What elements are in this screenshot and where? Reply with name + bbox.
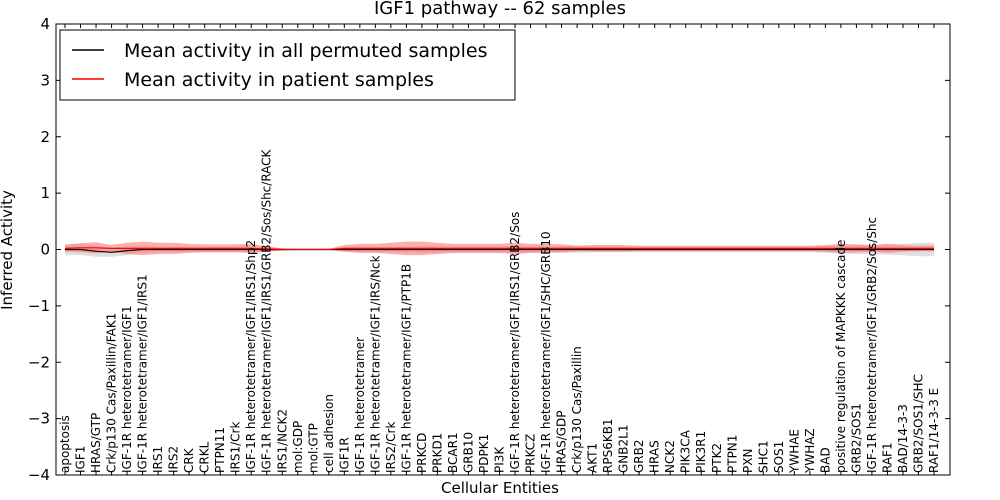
x-tick-label: IGF1	[74, 446, 88, 473]
x-tick-label: Crk/p130 Cas/Paxillin/FAK1	[105, 313, 119, 473]
x-tick-label: PDPK1	[477, 434, 491, 473]
x-tick-label: IRS1/NCK2	[275, 409, 289, 473]
x-tick-label: SOS1	[772, 441, 786, 473]
x-tick-label: IGF-1R heterotetramer/IGF1/IRS1/Shp2	[244, 240, 258, 473]
x-tick-label: IRS2	[167, 446, 181, 473]
x-tick-label: GRB10	[462, 432, 476, 473]
x-tick-label: PRKCD	[415, 433, 429, 473]
y-tick-label: 4	[40, 15, 50, 33]
x-tick-label: IGF-1R heterotetramer/IGF1	[120, 306, 134, 473]
x-tick-label: HRAS/GDP	[555, 410, 569, 473]
x-tick-label: IGF-1R heterotetramer	[353, 337, 367, 473]
y-tick-label: 0	[40, 241, 50, 259]
x-tick-label: AKT1	[586, 443, 600, 473]
y-tick-label: −4	[28, 466, 50, 484]
legend-box	[59, 29, 516, 101]
x-tick-label: PXN	[741, 449, 755, 473]
x-tick-label: PTK2	[710, 443, 724, 473]
x-tick-label: IGF-1R heterotetramer/IGF1/IRS1/GRB2/Sos…	[260, 148, 274, 473]
x-tick-label: GRB2/SOS1/SHC	[912, 374, 926, 473]
x-tick-label: SHC1	[756, 440, 770, 473]
x-tick-label: IGF-1R heterotetramer/IGF1/SHC/GRB10	[539, 231, 553, 473]
x-tick-label: positive regulation of MAPKKK cascade	[834, 240, 848, 473]
x-tick-label: GRB2	[632, 439, 646, 473]
x-tick-label: IRS2/Crk	[384, 422, 398, 473]
x-tick-label: YWHAE	[787, 429, 801, 474]
y-tick-label: −1	[28, 297, 50, 315]
x-tick-label: PRKCZ	[524, 434, 538, 473]
x-tick-label: GRB2/SOS1	[849, 403, 863, 473]
x-axis: apoptosis IGF1 HRAS/GTP Crk/p130 Cas/Paxill…	[58, 24, 941, 475]
y-axis-title: Inferred Activity	[0, 190, 16, 310]
x-tick-label: PIK3R1	[694, 431, 708, 473]
x-tick-label: YWHAZ	[803, 428, 817, 474]
x-tick-label: mol:GTP	[306, 423, 320, 473]
x-tick-label: HRAS	[648, 440, 662, 473]
x-tick-label: IRS1/Crk	[229, 422, 243, 473]
x-tick-label: IGF-1R heterotetramer/IGF1/IRS1	[136, 274, 150, 473]
x-tick-label: IGF-1R heterotetramer/IGF1/PTP1B	[399, 264, 413, 473]
x-tick-label: GNB2L1	[617, 425, 631, 473]
x-tick-label: PTPN11	[213, 427, 227, 473]
series-line-1	[65, 248, 934, 253]
x-tick-label: BAD/14-3-3	[896, 404, 910, 473]
x-tick-label: PRKD1	[430, 433, 444, 473]
x-tick-label: PIK3CA	[679, 429, 693, 473]
x-tick-label: Crk/p130 Cas/Paxillin	[570, 346, 584, 473]
x-tick-label: IGF1R	[337, 437, 351, 473]
x-tick-label: IGF-1R heterotetramer/IGF1/IRS1/GRB2/Sos	[508, 212, 522, 473]
x-tick-label: PI3K	[493, 446, 507, 473]
x-tick-label: IGF-1R heterotetramer/IGF1/GRB2/Sos/Shc	[865, 217, 879, 473]
legend: Mean activity in all permuted samples Mea…	[59, 29, 516, 101]
x-tick-label: cell adhesion	[322, 394, 336, 473]
legend-label: Mean activity in patient samples	[124, 69, 434, 91]
y-tick-label: −2	[28, 353, 50, 371]
x-tick-label: RPS6KB1	[601, 418, 615, 473]
y-tick-label: 1	[40, 184, 50, 202]
y-tick-label: 2	[40, 128, 50, 146]
x-tick-label: CRKL	[198, 441, 212, 473]
x-tick-label: BCAR1	[446, 432, 460, 473]
x-tick-label: IGF-1R heterotetramer/IGF1/IRS/Nck	[368, 255, 382, 473]
x-tick-label: HRAS/GTP	[89, 413, 103, 473]
x-tick-label: CRK	[182, 447, 196, 473]
x-tick-label: RAF1/14-3-3 E	[927, 388, 941, 473]
legend-label: Mean activity in all permuted samples	[124, 40, 487, 62]
x-tick-label: PTPN1	[725, 435, 739, 473]
x-tick-label: apoptosis	[58, 415, 72, 473]
y-axis: −4 −3 −2 −1 0 1 2 3 4	[28, 15, 950, 484]
chart-title: IGF1 pathway -- 62 samples	[374, 0, 626, 19]
x-axis-title: Cellular Entities	[441, 479, 559, 497]
x-tick-label: IRS1	[151, 446, 165, 473]
x-tick-label: BAD	[818, 447, 832, 473]
series-line-2	[64, 247, 934, 251]
y-tick-label: 3	[40, 71, 50, 89]
x-tick-label: RAF1	[880, 442, 894, 473]
y-tick-label: −3	[28, 410, 50, 428]
x-tick-label: mol:GDP	[291, 421, 305, 473]
x-tick-label: NCK2	[663, 440, 677, 473]
